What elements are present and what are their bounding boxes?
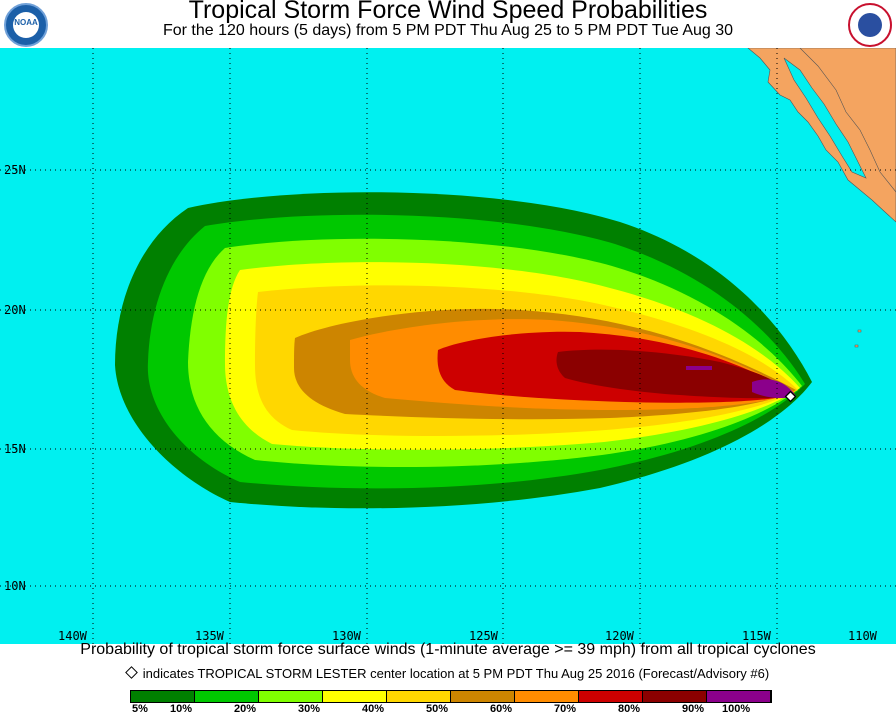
lat-label-25n: 25N xyxy=(4,163,26,177)
noaa-logo-text: NOAA xyxy=(14,18,38,27)
lon-label-120w: 120W xyxy=(605,629,635,643)
caption-probability: Probability of tropical storm force surf… xyxy=(80,641,816,658)
island-2 xyxy=(854,344,859,348)
island-1 xyxy=(857,329,862,333)
legend-label: 40% xyxy=(362,703,385,715)
lon-label-115w: 115W xyxy=(742,629,772,643)
legend-color-bar xyxy=(130,690,772,703)
contour-80 xyxy=(556,349,795,399)
legend-label: 10% xyxy=(170,703,193,715)
lat-label-15n: 15N xyxy=(4,442,26,456)
legend-swatch xyxy=(195,691,259,702)
lon-label-135w: 135W xyxy=(195,629,225,643)
legend-label: 80% xyxy=(618,703,641,715)
nws-logo xyxy=(848,3,892,47)
legend-swatch xyxy=(643,691,707,702)
lon-label-140w: 140W xyxy=(58,629,88,643)
land-mainland xyxy=(799,48,896,193)
map-canvas: 25N 20N 15N 10N 140W 135W 130W 125W 120W… xyxy=(0,48,896,644)
lon-label-110w: 110W xyxy=(848,629,878,643)
noaa-logo: NOAA xyxy=(4,3,48,47)
legend-swatch xyxy=(579,691,643,702)
legend-swatch xyxy=(259,691,323,702)
legend-swatch xyxy=(387,691,451,702)
caption-storm-center: indicates TROPICAL STORM LESTER center l… xyxy=(0,666,896,681)
probability-contours xyxy=(115,192,812,509)
probability-map: 25N 20N 15N 10N 140W 135W 130W 125W 120W… xyxy=(0,48,896,644)
page-title: Tropical Storm Force Wind Speed Probabil… xyxy=(188,0,708,24)
legend-swatch xyxy=(707,691,771,702)
legend-label: 30% xyxy=(298,703,321,715)
diamond-icon xyxy=(124,666,138,679)
legend-label: 90% xyxy=(682,703,705,715)
contour-90 xyxy=(686,366,796,399)
legend-swatch xyxy=(131,691,195,702)
legend-label: 50% xyxy=(426,703,449,715)
legend-label: 60% xyxy=(490,703,513,715)
lon-label-125w: 125W xyxy=(469,629,499,643)
legend-swatch xyxy=(323,691,387,702)
storm-center-marker xyxy=(784,390,797,403)
page-subtitle: For the 120 hours (5 days) from 5 PM PDT… xyxy=(162,22,734,39)
caption-storm-center-text: indicates TROPICAL STORM LESTER center l… xyxy=(142,666,770,681)
land-gulf xyxy=(783,57,867,179)
header: NOAA Tropical Storm Force Wind Speed Pro… xyxy=(0,0,896,48)
legend-label: 70% xyxy=(554,703,577,715)
legend-swatch xyxy=(451,691,515,702)
probability-legend: 5% 10% 20% 30% 40% 50% 60% 70% 80% 90% 1… xyxy=(130,690,772,716)
legend-swatch xyxy=(515,691,579,702)
noaa-logo-center xyxy=(13,12,39,38)
nws-logo-center xyxy=(858,13,882,37)
lat-label-10n: 10N xyxy=(4,579,26,593)
lat-label-20n: 20N xyxy=(4,303,26,317)
legend-label: 20% xyxy=(234,703,257,715)
lon-label-130w: 130W xyxy=(332,629,362,643)
legend-label: 100% xyxy=(722,703,751,715)
legend-label: 5% xyxy=(132,703,148,715)
